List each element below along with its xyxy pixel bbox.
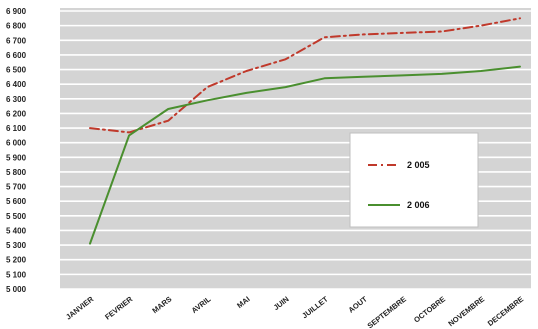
y-tick-label: 6 900 (6, 7, 27, 16)
legend-label-2005: 2 005 (407, 160, 430, 170)
x-tick-label: AOUT (347, 294, 370, 314)
y-tick-label: 5 600 (6, 197, 27, 206)
y-tick-label: 5 300 (6, 241, 27, 250)
y-tick-label: 6 400 (6, 80, 27, 89)
y-tick-label: 5 800 (6, 168, 27, 177)
x-tick-label: FEVRIER (103, 294, 135, 321)
x-tick-label: MAI (235, 294, 251, 310)
x-tick-label: JUIN (272, 294, 291, 312)
legend: 2 005 2 006 (349, 132, 479, 228)
y-tick-label: 6 100 (6, 124, 27, 133)
legend-box (349, 132, 479, 228)
x-tick-label: NOVEMBRE (446, 294, 486, 328)
x-tick-label: DECEMBRE (486, 294, 525, 328)
y-tick-label: 6 800 (6, 22, 27, 31)
legend-label-2006: 2 006 (407, 200, 430, 210)
series-line-2006 (89, 65, 521, 245)
y-tick-label: 6 600 (6, 51, 27, 60)
series-line-2005 (89, 17, 521, 134)
y-tick-label: 5 100 (6, 270, 27, 279)
x-tick-label: JUILLET (300, 294, 330, 320)
y-tick-label: 6 500 (6, 66, 27, 75)
x-tick-label: MARS (150, 294, 173, 315)
y-tick-label: 6 300 (6, 95, 27, 104)
y-tick-label: 5 900 (6, 153, 27, 162)
y-tick-label: 5 200 (6, 256, 27, 265)
y-tick-label: 6 700 (6, 36, 27, 45)
x-tick-label: OCTOBRE (412, 294, 447, 324)
y-tick-label: 6 200 (6, 109, 27, 118)
x-tick-label: SEPTEMBRE (366, 294, 408, 329)
y-tick-label: 5 500 (6, 212, 27, 221)
y-tick-label: 5 000 (6, 285, 27, 294)
y-tick-label: 5 700 (6, 183, 27, 192)
series-lines (89, 17, 521, 245)
y-axis-ticks: 5 000 5 100 5 200 5 300 5 400 5 500 5 600 5 700… (6, 7, 27, 294)
y-tick-label: 6 000 (6, 139, 27, 148)
x-tick-label: AVRIL (190, 294, 213, 315)
x-tick-label: JANVIER (64, 294, 96, 321)
x-axis-ticks: JANVIER FEVRIER MARS AVRIL MAI JUIN JUILLET AOU… (64, 294, 525, 329)
y-tick-label: 5 400 (6, 226, 27, 235)
